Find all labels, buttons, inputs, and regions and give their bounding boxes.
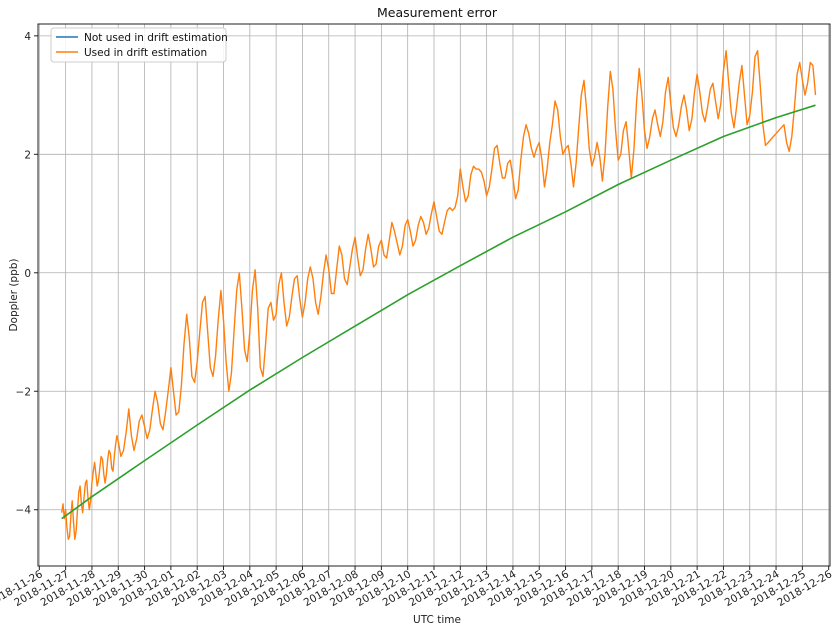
y-tick-label: 4 [24, 31, 31, 43]
legend-box [50, 27, 227, 63]
y-tick-label: −4 [16, 505, 32, 517]
series-line-drift-fit [61, 104, 816, 520]
series-layer [61, 50, 817, 540]
chart-title: Measurement error [377, 5, 498, 20]
legend-label-used: Used in drift estimation [84, 47, 207, 59]
y-tick-label: 0 [24, 268, 31, 280]
legend-label-not-used: Not used in drift estimation [84, 32, 228, 44]
y-tick-label: −2 [16, 386, 31, 398]
grid [38, 24, 830, 566]
legend: Not used in drift estimation Used in dri… [50, 27, 228, 63]
y-tick-label: 2 [24, 149, 31, 161]
series-line-used [61, 50, 817, 540]
x-axis-label: UTC time [413, 614, 461, 626]
y-axis-label: Doppler (ppb) [8, 258, 20, 331]
y-axis-ticks: −4 −2 0 2 4 [16, 31, 38, 517]
